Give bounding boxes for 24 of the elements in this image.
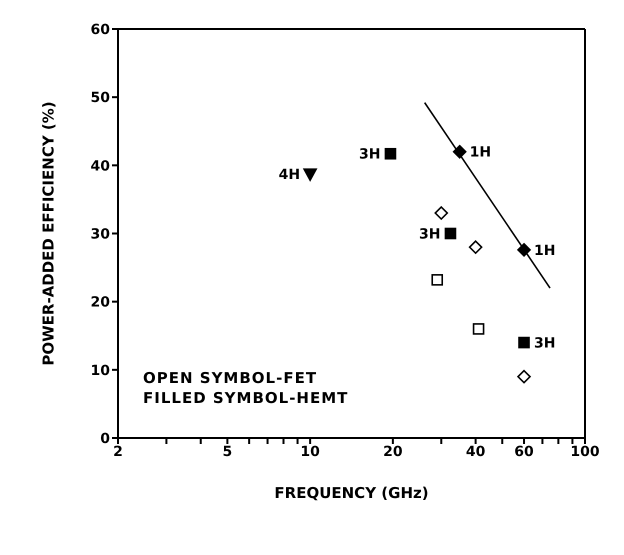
annotation: 3H <box>534 336 556 352</box>
x-tick-label: 2 <box>113 444 123 460</box>
x-tick-label: 40 <box>466 444 486 460</box>
y-tick-label: 60 <box>90 22 110 38</box>
y-tick-label: 40 <box>90 158 110 174</box>
annotation: FILLED SYMBOL-HEMT <box>143 388 348 408</box>
y-tick-label: 30 <box>90 226 110 242</box>
x-tick-label: 5 <box>222 444 232 460</box>
annotation: OPEN SYMBOL-FET <box>143 368 318 388</box>
x-tick-label: 100 <box>570 444 600 460</box>
y-tick-label: 50 <box>90 90 110 106</box>
y-tick-label: 20 <box>90 294 110 311</box>
x-tick-label: 20 <box>383 444 403 460</box>
y-axis-title: POWER-ADDED EFFICIENCY (%) <box>39 101 58 366</box>
annotation: 3H <box>418 226 440 242</box>
annotation: 1H <box>534 242 556 259</box>
x-tick-label: 60 <box>514 444 534 460</box>
annotation: 1H <box>470 144 492 161</box>
x-axis-title: FREQUENCY (GHz) <box>274 484 429 502</box>
y-tick-label: 10 <box>90 362 110 379</box>
y-tick-label: 0 <box>100 431 110 447</box>
annotation: 3H <box>358 146 380 163</box>
x-tick-label: 10 <box>300 444 320 460</box>
annotation: 4H <box>278 167 300 184</box>
